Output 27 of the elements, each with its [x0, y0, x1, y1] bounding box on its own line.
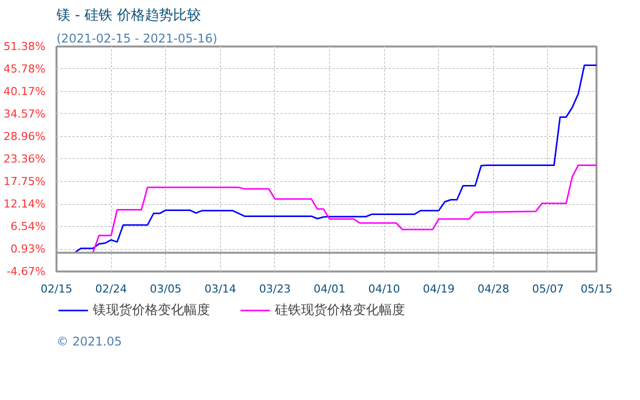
x-tick-label: 03/23 [259, 282, 291, 296]
chart-title: 镁 - 硅铁 价格趋势比较 [56, 8, 201, 24]
x-tick-label: 02/15 [40, 282, 72, 296]
x-tick-label: 02/24 [95, 282, 127, 296]
legend-label: 硅铁现货价格变化幅度 [275, 302, 405, 319]
legend-label: 镁现货价格变化幅度 [93, 302, 210, 319]
x-tick-label: 04/28 [478, 282, 510, 296]
x-tick-label: 04/19 [422, 282, 455, 296]
x-tick-label: 03/05 [150, 282, 182, 296]
x-tick-label: 03/14 [204, 282, 236, 296]
x-tick-label: 05/07 [532, 282, 564, 296]
x-tick-label: 04/01 [314, 282, 346, 296]
y-tick-label: 6.54% [10, 220, 46, 233]
y-tick-label: 51.38% [4, 40, 46, 53]
y-tick-label: 23.36% [4, 152, 46, 166]
x-tick-label: 05/15 [580, 282, 612, 296]
y-tick-label: 34.57% [4, 107, 46, 120]
text: © 2021.05 [56, 334, 122, 348]
y-tick-label: 12.14% [4, 198, 46, 211]
chart-subtitle: (2021-02-15 - 2021-05-16) [56, 32, 218, 46]
y-tick-label: 0.93% [10, 242, 46, 256]
y-tick-label: 45.78% [4, 62, 46, 76]
y-tick-label: -4.67% [6, 265, 46, 278]
x-tick-label: 04/10 [368, 282, 400, 296]
y-tick-label: 40.17% [4, 85, 46, 98]
y-tick-label: 28.96% [4, 130, 46, 143]
y-tick-label: 17.75% [4, 175, 46, 188]
